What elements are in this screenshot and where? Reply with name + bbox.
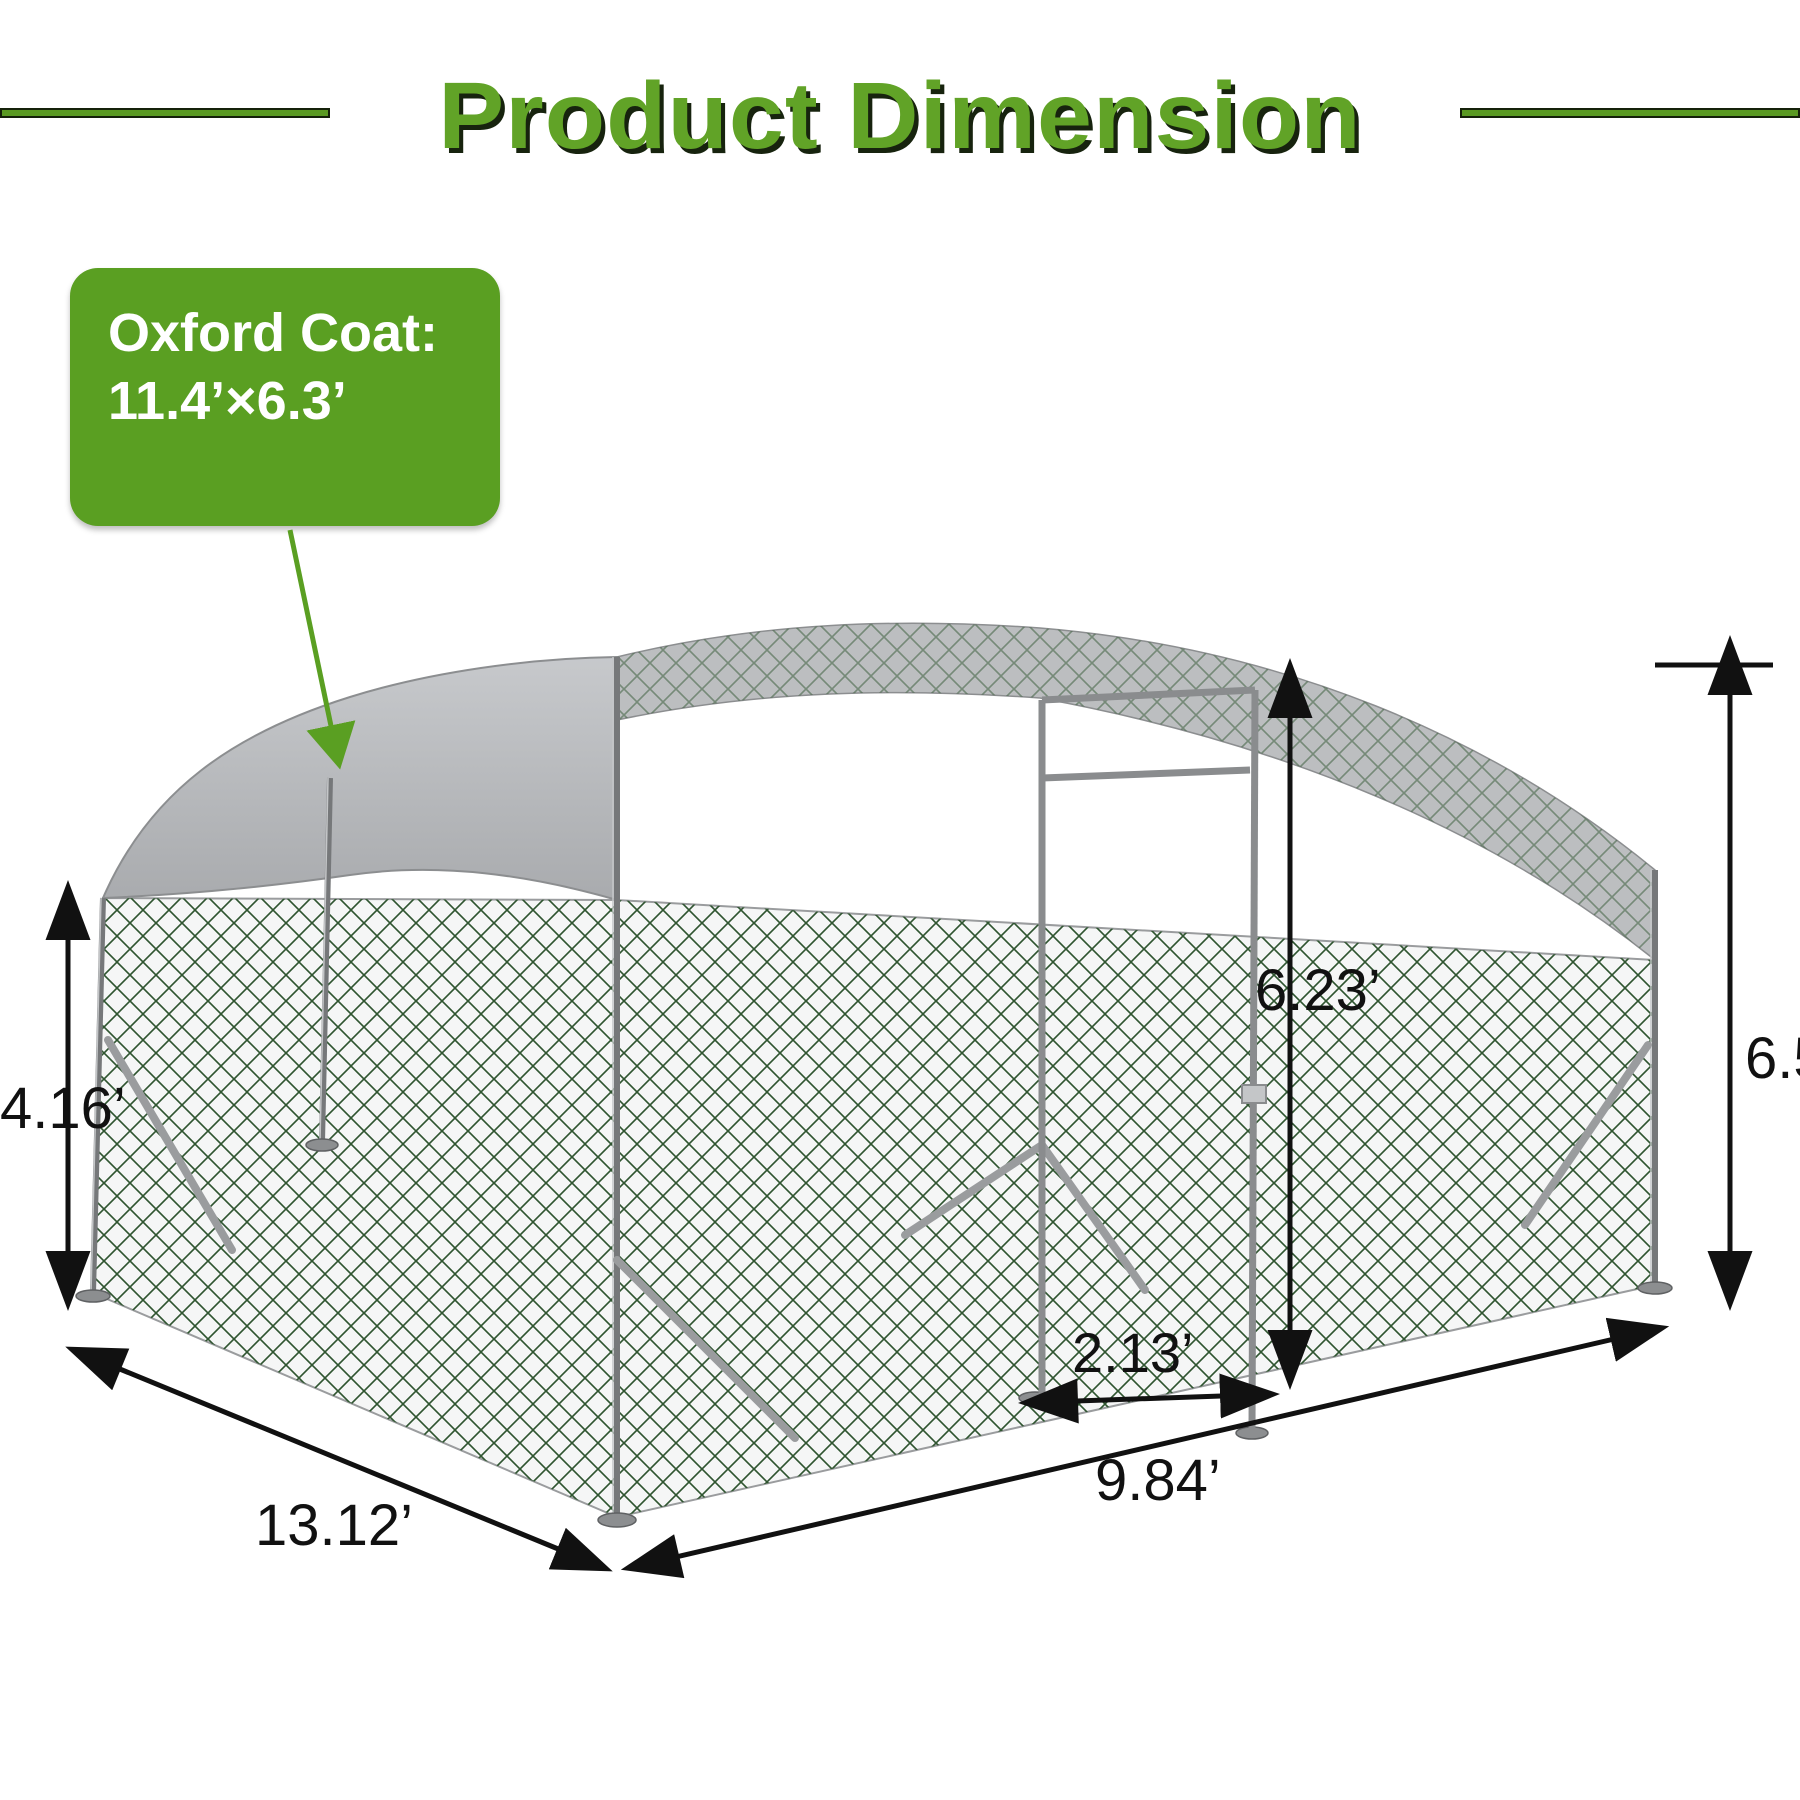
- svg-text:6.23’: 6.23’: [1255, 958, 1381, 1023]
- svg-text:2.13’: 2.13’: [1072, 1321, 1193, 1384]
- svg-text:9.84’: 9.84’: [1095, 1448, 1221, 1513]
- svg-text:6.56’: 6.56’: [1745, 1026, 1800, 1091]
- svg-text:13.12’: 13.12’: [255, 1493, 413, 1558]
- svg-text:4.16’: 4.16’: [0, 1076, 126, 1141]
